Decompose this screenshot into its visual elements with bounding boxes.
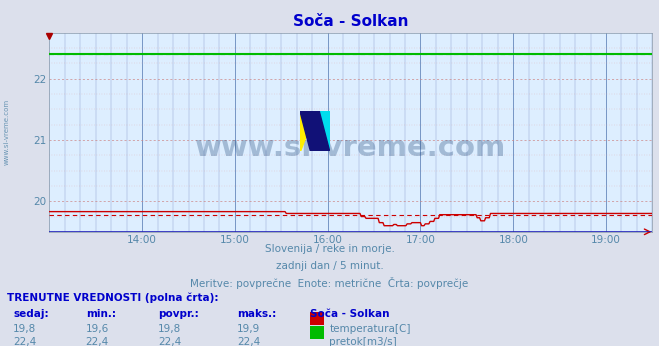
- Text: TRENUTNE VREDNOSTI (polna črta):: TRENUTNE VREDNOSTI (polna črta):: [7, 292, 218, 303]
- Text: maks.:: maks.:: [237, 309, 277, 319]
- Text: sedaj:: sedaj:: [13, 309, 49, 319]
- Text: 19,8: 19,8: [158, 324, 181, 334]
- Polygon shape: [315, 111, 330, 151]
- Text: pretok[m3/s]: pretok[m3/s]: [330, 337, 397, 346]
- Polygon shape: [300, 111, 330, 151]
- Text: 19,8: 19,8: [13, 324, 36, 334]
- Text: Slovenija / reke in morje.: Slovenija / reke in morje.: [264, 244, 395, 254]
- Text: 22,4: 22,4: [86, 337, 109, 346]
- Text: www.si-vreme.com: www.si-vreme.com: [3, 98, 10, 165]
- Text: www.si-vreme.com: www.si-vreme.com: [195, 134, 507, 162]
- Text: povpr.:: povpr.:: [158, 309, 199, 319]
- Text: zadnji dan / 5 minut.: zadnji dan / 5 minut.: [275, 261, 384, 271]
- Polygon shape: [300, 111, 315, 151]
- Text: 19,6: 19,6: [86, 324, 109, 334]
- Text: 22,4: 22,4: [237, 337, 260, 346]
- Text: 19,9: 19,9: [237, 324, 260, 334]
- Text: temperatura[C]: temperatura[C]: [330, 324, 411, 334]
- Text: 22,4: 22,4: [13, 337, 36, 346]
- Text: Soča - Solkan: Soča - Solkan: [310, 309, 389, 319]
- Text: Meritve: povprečne  Enote: metrične  Črta: povprečje: Meritve: povprečne Enote: metrične Črta:…: [190, 277, 469, 289]
- Text: min.:: min.:: [86, 309, 116, 319]
- Title: Soča - Solkan: Soča - Solkan: [293, 14, 409, 29]
- Text: 22,4: 22,4: [158, 337, 181, 346]
